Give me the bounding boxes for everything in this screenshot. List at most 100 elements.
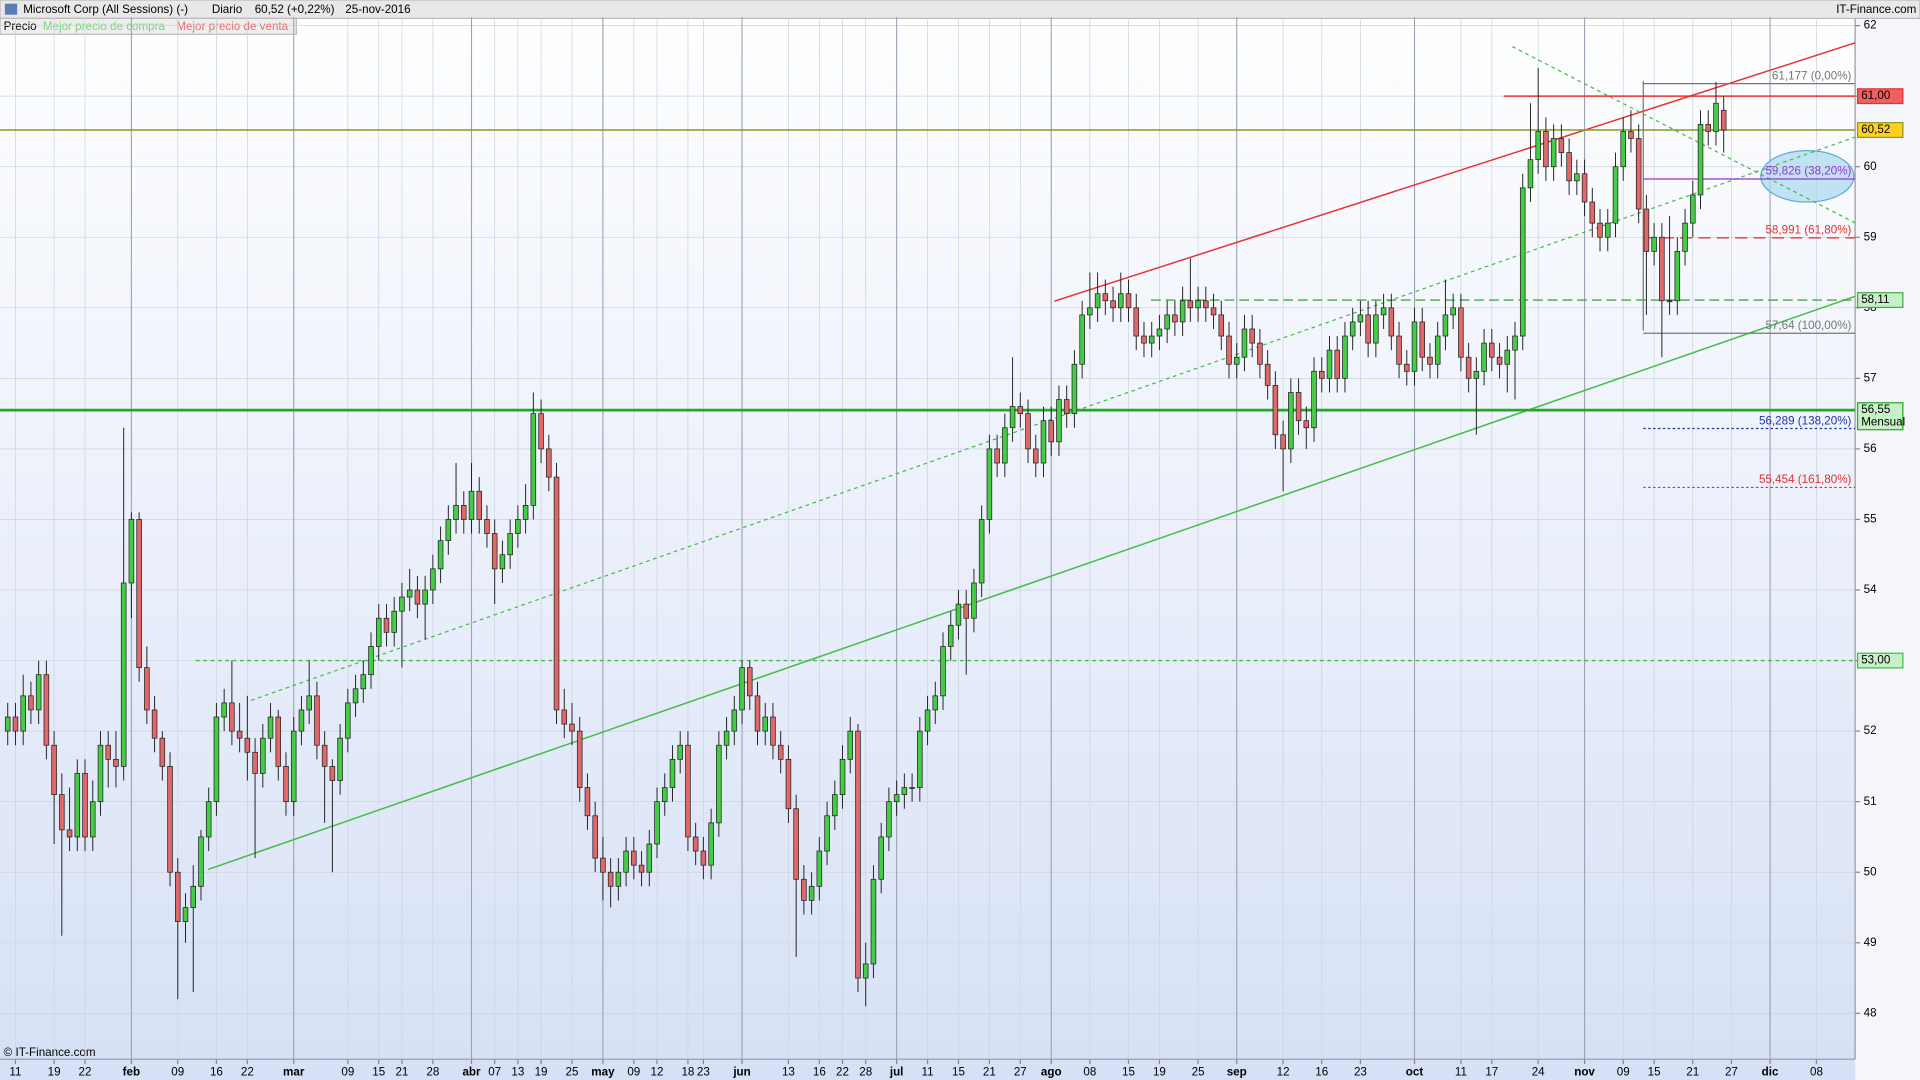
candle-body [1574,173,1580,182]
candle-body [646,843,653,873]
candle-body [1628,131,1634,139]
candle-body [128,519,135,584]
x-tick-label: 17 [1485,1066,1498,1079]
candle-body [167,766,173,873]
fib-label: 58,991 (61,80%) [1765,224,1851,237]
candle-body [244,737,251,753]
candle-body [654,801,660,845]
candle-body [414,589,421,605]
candle-body [1496,356,1503,365]
candle-body [1280,434,1286,450]
x-tick-label: nov [1574,1066,1595,1079]
candle-body [74,773,81,838]
candle-body [159,737,166,767]
candle-body [901,787,908,795]
candle-body [422,589,428,605]
candle-body [971,582,977,619]
x-tick-label: 08 [1083,1066,1096,1079]
highlight-ellipse [1760,150,1855,203]
candle-body [1102,293,1109,302]
candle-body [1179,300,1186,323]
x-tick-label: 19 [535,1066,548,1079]
candle-body [1203,300,1209,309]
candle-body [1419,321,1426,358]
candle-body [1388,307,1395,337]
x-tick-label: feb [123,1066,140,1079]
candle-body [1465,356,1472,379]
candle-body [1195,300,1201,309]
candle-body [1396,335,1402,365]
x-tick-label: 22 [79,1066,92,1079]
candle-body [801,878,807,901]
level-tag-label: 60,52 [1861,123,1890,136]
candle-body [824,815,830,852]
candle-body [1125,293,1132,309]
candle-body [1241,328,1248,358]
candle-body [1025,413,1031,450]
candle-body [1581,173,1588,203]
candle-body [283,766,289,803]
candle-body [430,568,436,591]
x-tick-label: 23 [1354,1066,1367,1079]
candle-body [1079,314,1085,365]
x-tick-label: 15 [952,1066,965,1079]
candle-body [221,702,227,718]
candle-body [607,871,614,887]
candle-body [1110,300,1116,309]
candle-body [1148,335,1155,344]
candle-body [144,667,150,711]
candle-body [538,413,544,450]
candle-body [345,702,351,739]
quote: 60,52 (+0,22%) [255,3,335,16]
level-tag [1856,402,1904,431]
candle-body [445,519,452,541]
candle-body [886,801,892,838]
candle-body [20,695,26,732]
x-tick-label: 21 [1686,1066,1699,1079]
candle-body [816,850,823,887]
candle-body [1264,363,1271,386]
candle-body [1365,314,1371,344]
candle-body [1063,399,1070,415]
x-tick-label: abr [462,1066,481,1079]
candle-body [507,533,513,556]
candle-body [700,850,707,866]
candle-body [677,744,683,760]
x-tick-label: 12 [651,1066,664,1079]
candle-body [321,744,328,767]
candle-body [267,716,274,739]
candle-body [368,646,374,676]
level-tag [1856,652,1904,669]
candle-body [1458,307,1464,358]
candle-body [120,582,127,767]
candle-body [576,730,583,788]
candle-body [437,540,444,570]
candle-body [978,519,985,584]
candle-body [1612,166,1619,224]
candle-body [1597,222,1603,238]
candle-body [213,716,220,803]
candle-body [59,794,65,831]
candle-body [136,519,142,668]
x-tick-label: 21 [983,1066,996,1079]
candle-body [1535,131,1541,161]
candle-body [932,695,939,711]
x-tick-label: 11 [9,1066,21,1079]
y-tick-label: 56 [1864,442,1877,455]
candle-body [1558,138,1565,153]
candles [4,67,1727,1007]
candle-body [1226,335,1232,365]
y-tick-label: 51 [1864,795,1877,808]
x-tick-label: 22 [836,1066,849,1079]
candle-body [623,850,629,873]
candle-body [205,801,212,838]
candle-body [383,617,390,633]
y-tick-label: 52 [1864,724,1877,737]
candle-body [808,885,815,901]
candle-body [1713,102,1719,132]
candle-body [739,667,745,711]
candle-body [917,730,923,788]
candle-body [491,533,498,570]
